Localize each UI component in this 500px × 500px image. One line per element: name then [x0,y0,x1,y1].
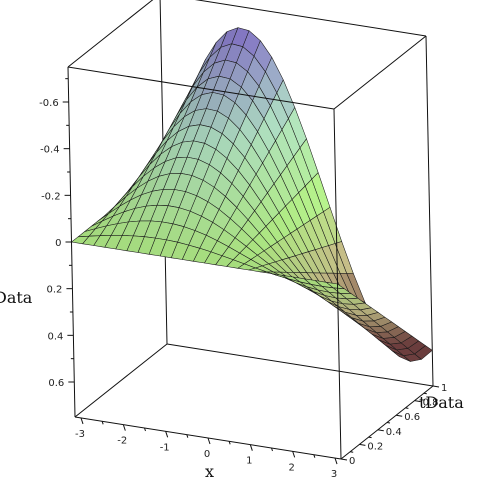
t-tick-label: 0.4 [386,427,402,438]
z-tick-label: 0 [55,238,61,249]
box-edge-front-right-vertical [333,108,342,460]
x-minor-tick [186,434,189,438]
box-edge-left-top [67,0,154,68]
box-edge-front-top [67,66,335,110]
z-axis-label: Data [0,288,33,307]
x-minor-tick [144,427,146,432]
x-tick-label: -1 [160,442,170,453]
t-axis-label: tData [419,393,464,412]
z-tick-label: 0.4 [47,331,63,342]
t-tick-label: 0 [349,456,355,467]
x-minor-tick [101,421,104,425]
z-tick-label: -0.4 [40,145,60,156]
t-tick-label: 1 [441,383,447,394]
box-edge-back-right-vertical [425,35,434,387]
x-tick-label: -3 [75,429,85,440]
x-tick-label: 1 [246,456,252,467]
t-tick-mark [359,443,366,446]
z-tick-label: -0.6 [39,98,59,109]
box-edge-back-bottom [166,343,434,387]
axis-ticks: -3-2-1012300.20.40.60.81-0.6-0.4-0.200.2… [39,78,447,480]
x-tick-mark [122,424,126,431]
t-tick-label: 0.2 [367,441,383,452]
x-tick-label: 3 [331,469,337,480]
t-minor-tick [405,407,409,409]
x-axis-label: x [205,462,214,481]
box-edge-right-top [333,35,427,110]
t-tick-mark [377,429,384,432]
x-tick-mark [207,437,211,445]
x-tick-mark [249,444,253,451]
t-minor-tick [423,392,427,395]
t-tick-label: 0.8 [423,398,439,409]
axis-labels: x tData Data [0,288,464,481]
t-tick-mark [340,458,348,461]
x-tick-label: 0 [204,449,210,460]
box-edge-back-top [194,0,427,37]
z-tick-label: 0.6 [48,378,64,389]
x-tick-mark [165,431,169,438]
t-tick-mark [414,400,421,403]
x-minor-tick [313,454,316,458]
t-minor-tick [386,422,391,424]
x-minor-tick [228,441,231,445]
t-tick-mark [396,414,403,417]
x-tick-label: -2 [117,436,127,447]
t-minor-tick [368,436,372,439]
x-tick-mark [334,457,338,465]
x-tick-label: 2 [289,462,295,473]
x-tick-mark [80,417,84,425]
t-minor-tick [350,451,354,453]
z-tick-label: 0.2 [46,285,62,296]
box-edge-left-bottom [74,343,168,418]
x-minor-tick [271,447,273,452]
t-tick-mark [432,385,440,388]
surface-mesh [71,27,433,362]
surface-patch [326,282,345,289]
x-tick-mark [292,451,296,458]
t-tick-label: 0.6 [404,412,420,423]
z-tick-label: -0.2 [41,191,61,202]
